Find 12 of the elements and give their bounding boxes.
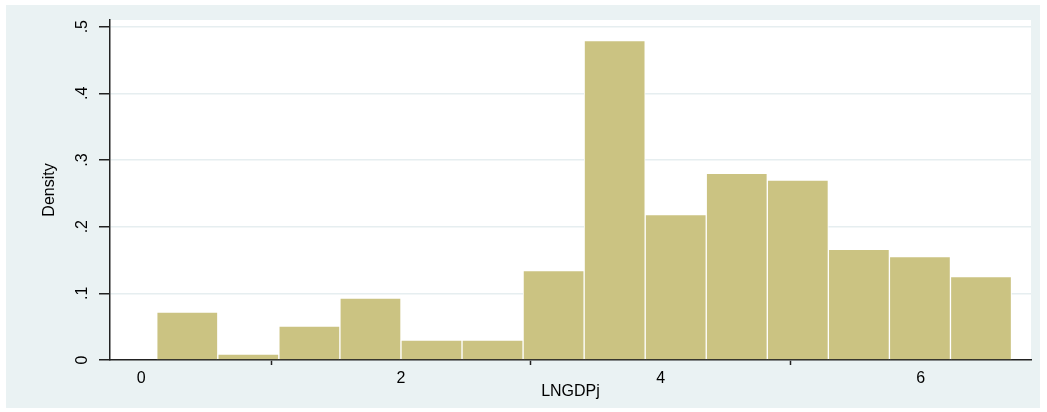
y-tick-label: .5 (73, 19, 91, 34)
y-axis-title: Density (40, 163, 58, 217)
x-axis-title: LNGDPj (541, 382, 600, 400)
x-tick-label: 6 (916, 369, 926, 387)
x-tick-label: 0 (136, 369, 146, 387)
y-tick-label: .2 (73, 219, 91, 234)
y-tick-label: .1 (73, 286, 91, 301)
y-tick-label: .4 (73, 86, 91, 101)
x-tick-label: 2 (396, 369, 406, 387)
y-tick-label: .3 (73, 153, 91, 167)
x-tick-label: 4 (656, 369, 666, 387)
y-tick-label: 0 (73, 355, 91, 365)
